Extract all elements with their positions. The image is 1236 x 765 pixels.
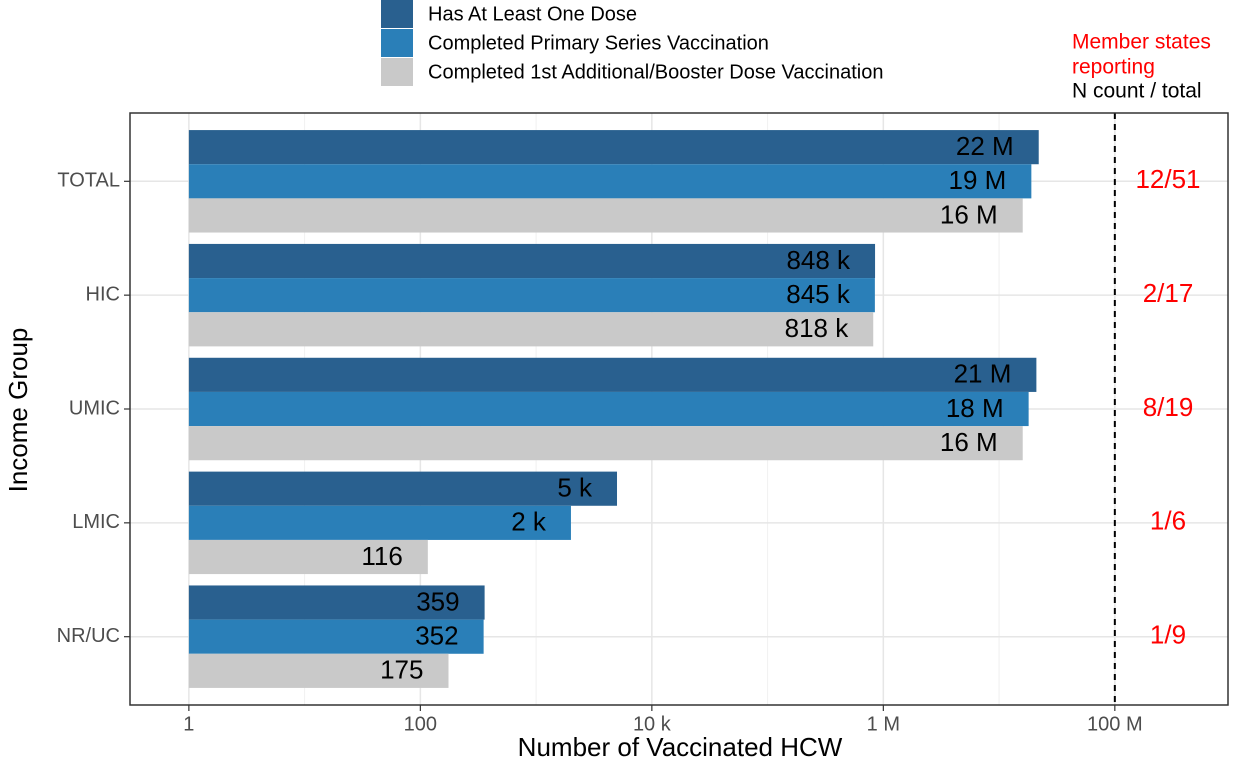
value-label: 22 M <box>956 131 1014 161</box>
value-label: 21 M <box>954 359 1012 389</box>
x-tick-label: 100 M <box>1087 713 1143 735</box>
y-axis-title: Income Group <box>3 328 33 493</box>
value-label: 18 M <box>946 393 1004 423</box>
legend-label: Has At Least One Dose <box>428 3 637 25</box>
legend-swatch <box>381 58 413 86</box>
value-label: 116 <box>361 541 402 571</box>
legend-swatch <box>381 29 413 57</box>
bar <box>188 426 1023 461</box>
legend-label: Completed 1st Additional/Booster Dose Va… <box>428 61 883 83</box>
value-label: 16 M <box>940 427 998 457</box>
value-label: 19 M <box>949 165 1007 195</box>
x-tick-label: 1 <box>183 713 194 735</box>
value-label: 352 <box>415 621 458 651</box>
bar <box>188 471 618 506</box>
value-label: 5 k <box>557 473 593 503</box>
value-label: 16 M <box>940 199 998 229</box>
x-axis-title: Number of Vaccinated HCW <box>518 732 843 762</box>
y-tick-label: TOTAL <box>57 170 120 192</box>
panel-border <box>129 112 1229 706</box>
legend-swatch <box>381 0 413 28</box>
x-tick-label: 100 <box>404 713 437 735</box>
bar <box>188 391 1029 427</box>
value-label: 845 k <box>786 279 851 309</box>
y-tick-label: LMIC <box>72 511 120 533</box>
reporting-label: 2/17 <box>1143 278 1194 308</box>
x-tick-label: 1 M <box>867 713 900 735</box>
y-tick-label: HIC <box>86 283 120 305</box>
reporting-label: 1/9 <box>1150 620 1186 650</box>
bar <box>188 243 876 279</box>
bar <box>188 357 1037 392</box>
legend-label: Completed Primary Series Vaccination <box>428 32 769 54</box>
bar <box>188 278 875 313</box>
y-tick-label: NR/UC <box>57 625 120 647</box>
annotation-title: Member states <box>1072 31 1211 54</box>
reporting-label: 8/19 <box>1143 392 1194 422</box>
value-label: 359 <box>416 586 459 616</box>
bar <box>188 653 449 688</box>
bar <box>188 585 485 620</box>
value-label: 848 k <box>786 245 851 275</box>
bar <box>188 164 1032 199</box>
bar <box>188 312 874 347</box>
y-tick-label: UMIC <box>69 397 120 419</box>
bar <box>188 505 571 540</box>
value-label: 175 <box>380 655 423 685</box>
reporting-label: 1/6 <box>1150 506 1186 536</box>
value-label: 818 k <box>785 313 850 343</box>
reporting-label: 12/51 <box>1135 164 1200 194</box>
bar <box>188 619 484 654</box>
x-tick-label: 10 k <box>633 713 672 735</box>
value-label: 2 k <box>511 507 547 537</box>
bar <box>188 539 428 575</box>
bar <box>188 130 1039 165</box>
annotation-title: reporting <box>1072 56 1155 79</box>
annotation-subtitle: N count / total <box>1072 80 1202 103</box>
bar <box>188 198 1023 233</box>
